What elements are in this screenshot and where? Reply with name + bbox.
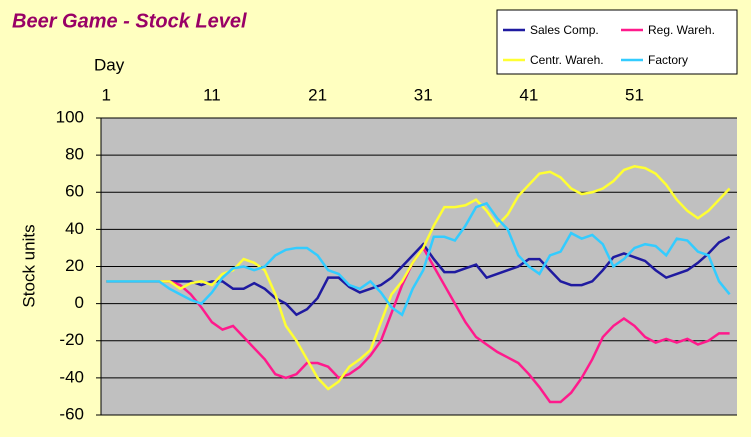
x-tick-label: 51 [625,85,644,104]
y-tick-label: -40 [59,367,84,386]
legend-label: Centr. Wareh. [530,53,604,67]
y-tick-label: 80 [65,145,84,164]
y-tick-label: -60 [59,404,84,423]
series-line [106,201,731,317]
y-axis-label: Stock units [19,224,38,307]
legend-label: Reg. Wareh. [648,23,715,37]
x-axis-label: Day [94,55,125,74]
series-line [106,235,731,317]
y-tick-label: 40 [65,219,84,238]
y-tick-label: 100 [56,107,84,126]
x-tick-label: 31 [414,85,433,104]
legend-box [496,9,738,75]
chart-title: Beer Game - Stock Level [12,10,247,32]
y-tick-label: 0 [75,293,84,312]
y-tick-label: -20 [59,330,84,349]
x-tick-label: 41 [519,85,538,104]
x-tick-label: 11 [203,85,221,104]
x-tick-label: 21 [308,85,327,104]
series-line [106,164,731,391]
legend-label: Sales Comp. [530,23,599,37]
y-tick-label: 20 [65,256,84,275]
y-tick-label: 60 [65,182,84,201]
x-tick-label: 1 [102,85,111,104]
legend-label: Factory [648,53,688,67]
